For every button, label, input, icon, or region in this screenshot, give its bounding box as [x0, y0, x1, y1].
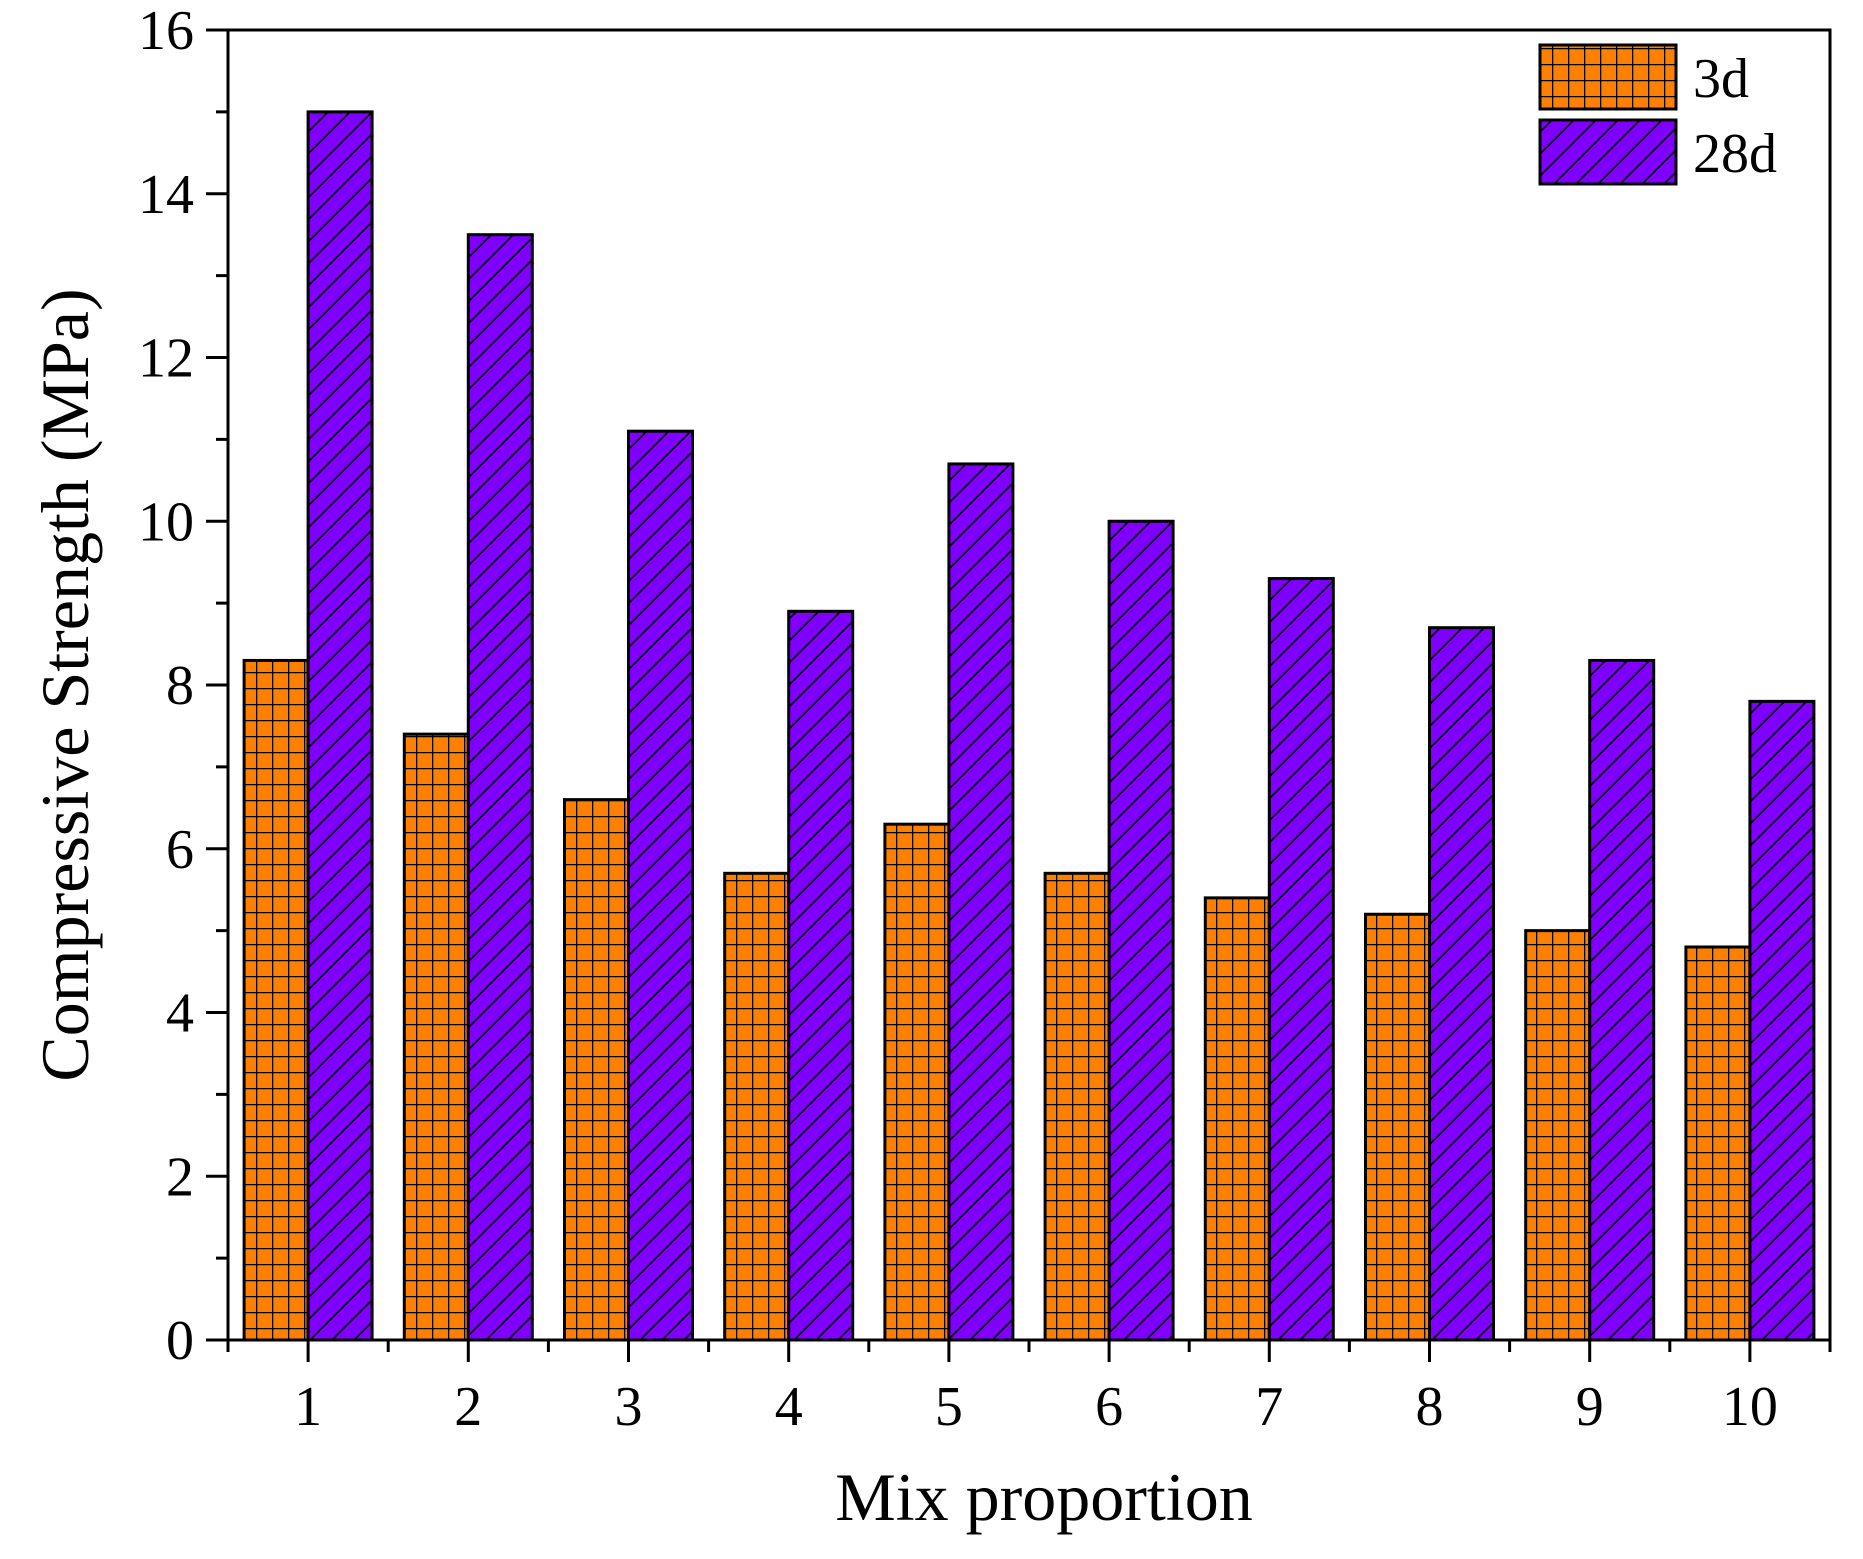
bar-3d-mix-3 — [563, 798, 630, 1342]
bar-3d-mix-5 — [883, 822, 951, 1342]
y-tick-label-12: 12 — [138, 328, 194, 390]
x-tick-label-10: 10 — [1722, 1376, 1778, 1438]
x-tick-label-8: 8 — [1416, 1376, 1444, 1438]
x-tick-label-9: 9 — [1576, 1376, 1604, 1438]
bar-3d-mix-2 — [402, 732, 470, 1342]
legend: 3d 28d — [1538, 43, 1777, 186]
legend-swatch-28d — [1538, 118, 1678, 186]
bar-28d-mix-5 — [947, 462, 1015, 1342]
bar-28d-mix-9 — [1588, 658, 1656, 1342]
x-tick-label-5: 5 — [935, 1376, 963, 1438]
x-tick-label-1: 1 — [294, 1376, 322, 1438]
y-tick-label-6: 6 — [166, 819, 194, 881]
bar-3d-mix-1 — [242, 658, 310, 1342]
bar-3d-mix-7 — [1203, 896, 1271, 1342]
y-tick-label-8: 8 — [166, 655, 194, 717]
bar-28d-mix-3 — [627, 429, 694, 1342]
bar-3d-mix-9 — [1524, 929, 1592, 1342]
legend-label-28d: 28d — [1693, 123, 1777, 185]
bar-28d-mix-6 — [1107, 519, 1175, 1342]
y-tick-label-0: 0 — [166, 1310, 194, 1372]
y-tick-label-2: 2 — [166, 1146, 194, 1208]
bar-28d-mix-1 — [306, 110, 374, 1342]
bar-28d-mix-7 — [1267, 577, 1335, 1342]
bar-28d-mix-4 — [787, 609, 855, 1342]
y-tick-label-4: 4 — [166, 983, 194, 1045]
legend-swatch-3d — [1538, 43, 1678, 111]
bar-28d-mix-10 — [1748, 699, 1816, 1342]
y-tick-label-14: 14 — [138, 164, 194, 226]
bar-28d-mix-8 — [1428, 626, 1495, 1342]
y-axis-title: Compressive Strength (MPa) — [27, 288, 103, 1081]
x-tick-label-3: 3 — [615, 1376, 643, 1438]
bars-layer — [242, 110, 1816, 1342]
bar-3d-mix-6 — [1043, 871, 1111, 1342]
y-tick-label-10: 10 — [138, 491, 194, 553]
x-tick-label-6: 6 — [1095, 1376, 1123, 1438]
x-axis-title: Mix proportion — [835, 1459, 1252, 1535]
x-tick-label-7: 7 — [1255, 1376, 1283, 1438]
bar-3d-mix-4 — [723, 871, 791, 1342]
bar-3d-mix-10 — [1684, 945, 1752, 1342]
x-tick-label-2: 2 — [454, 1376, 482, 1438]
bar-3d-mix-8 — [1364, 912, 1431, 1342]
bar-28d-mix-2 — [466, 233, 534, 1342]
y-tick-label-16: 16 — [138, 0, 194, 62]
legend-label-3d: 3d — [1693, 48, 1749, 110]
x-tick-label-4: 4 — [775, 1376, 803, 1438]
